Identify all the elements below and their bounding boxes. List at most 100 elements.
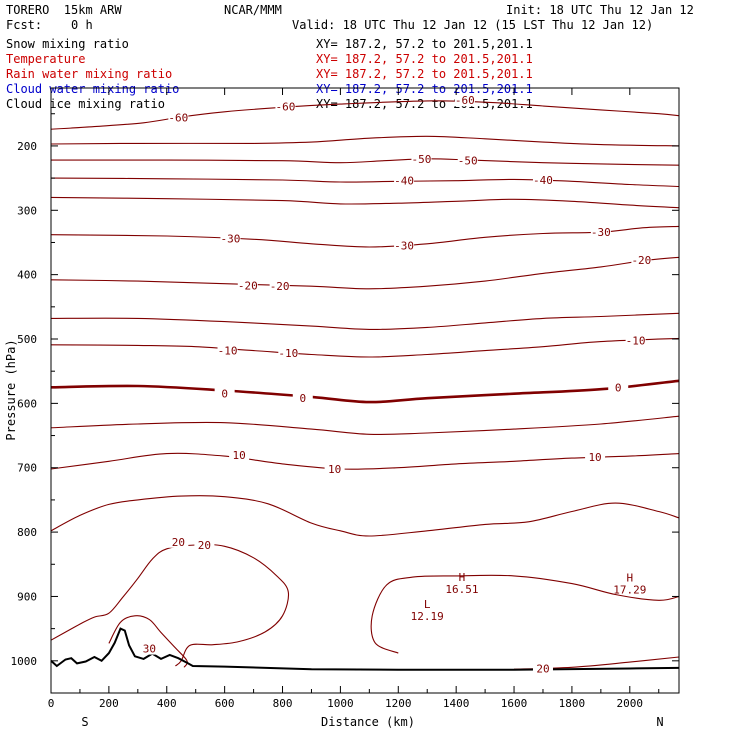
field-xy-snow: XY= 187.2, 57.2 to 201.5,201.1 (316, 37, 533, 51)
y-tick-label: 1000 (11, 655, 38, 668)
contour-label: -40 (394, 175, 414, 188)
extremum-value-label: 12.19 (411, 610, 444, 623)
contour-label-background (590, 226, 611, 239)
contour-label: -20 (238, 280, 258, 293)
contour-label-background (324, 463, 345, 476)
temperature-contour (108, 615, 188, 668)
contour-label: -10 (278, 347, 298, 360)
extremum-type-label: H (626, 572, 633, 585)
temperature-contour (50, 337, 680, 358)
extremum-type-label: L (424, 598, 431, 611)
contour-label: 20 (536, 663, 549, 676)
extremum-value-label: 16.51 (445, 583, 478, 596)
contour-label-background (292, 392, 313, 405)
temperature-contour (50, 415, 680, 436)
x-tick-label: 1800 (559, 697, 586, 710)
extremum-value-label: 17.29 (613, 584, 646, 597)
x-tick-label: 1000 (327, 697, 354, 710)
contour-label: 10 (328, 463, 341, 476)
contour-label: 10 (588, 451, 601, 464)
contour-label-background (217, 344, 238, 357)
field-name-cloud-water: Cloud water mixing ratio (6, 82, 180, 96)
contour-label-background (608, 381, 629, 394)
init-time: Init: 18 UTC Thu 12 Jan 12 (506, 3, 694, 17)
contour-label-background (278, 347, 299, 360)
field-name-temperature: Temperature (6, 52, 86, 66)
contour-label-background (457, 154, 478, 167)
contour-label: -60 (275, 101, 295, 114)
contour-label: -20 (631, 254, 651, 267)
plot-frame (50, 87, 680, 694)
temperature-contour (50, 495, 680, 537)
valid-time: Valid: 18 UTC Thu 12 Jan 12 (15 LST Thu … (292, 18, 654, 32)
field-xy-temperature: XY= 187.2, 57.2 to 201.5,201.1 (316, 52, 533, 66)
contour-label: 0 (299, 392, 306, 405)
contour-label-background (532, 174, 553, 187)
x-tick-label: 600 (215, 697, 235, 710)
x-tick-label: 800 (273, 697, 293, 710)
contour-layer (50, 100, 680, 670)
contour-label: -20 (270, 280, 290, 293)
temperature-contour (50, 452, 680, 470)
temperature-contour (50, 256, 680, 290)
x-tick-label: 400 (157, 697, 177, 710)
contour-label-background (532, 662, 553, 675)
contour-label-background (625, 334, 646, 347)
contour-label-background (139, 642, 160, 655)
contour-label: 20 (172, 536, 185, 549)
contour-label-background (229, 448, 250, 461)
extremum-type-label: H (459, 571, 466, 584)
contour-label: 20 (198, 539, 211, 552)
temperature-contour (50, 177, 680, 188)
contour-label: 30 (143, 643, 156, 656)
terrain-layer (50, 627, 680, 671)
contour-label: -30 (220, 233, 240, 246)
contour-label-background (220, 232, 241, 245)
x-tick-label: 1600 (501, 697, 528, 710)
x-axis-title: Distance (km) (321, 715, 415, 729)
temperature-contour (50, 225, 680, 248)
contour-label: -50 (411, 153, 431, 166)
field-xy-rain: XY= 187.2, 57.2 to 201.5,201.1 (316, 67, 533, 81)
y-axis-title: Pressure (hPa) (4, 339, 18, 440)
contour-label: -30 (591, 226, 611, 239)
contour-label-background (168, 111, 189, 124)
x-tick-label: 2000 (617, 697, 644, 710)
contour-label: -10 (626, 334, 646, 347)
x-tick-label: 1200 (385, 697, 412, 710)
y-tick-label: 600 (17, 397, 37, 410)
temperature-contour (50, 158, 680, 166)
contour-label: 10 (232, 449, 245, 462)
forecast-hour: Fcst: 0 h (6, 18, 93, 32)
contour-label-background (275, 100, 296, 113)
contour-label-background (411, 152, 432, 165)
contour-label-background (214, 387, 235, 400)
axes-layer: 0 200 400 600 800 1000 1200 1400 1600 1800 2000200… (11, 88, 679, 710)
contour-label-background (631, 253, 652, 266)
contour-label-background (269, 280, 290, 293)
y-tick-label: 900 (17, 590, 37, 603)
field-name-rain: Rain water mixing ratio (6, 67, 173, 81)
contour-label: -30 (394, 240, 414, 253)
temperature-contour (50, 544, 290, 667)
field-name-snow: Snow mixing ratio (6, 37, 129, 51)
temperature-contour (50, 135, 680, 147)
contour-label-background (454, 94, 475, 107)
temperature-contour (370, 574, 680, 654)
terrain-line (50, 627, 680, 671)
y-tick-label: 200 (17, 140, 37, 153)
contour-label-background (237, 279, 258, 292)
contour-label-layer: -60 -60 -60 -50 -50 -40 -40 -30 -30 -30 -20 -20 -20 -… (139, 94, 652, 676)
y-tick-label: 800 (17, 526, 37, 539)
contour-label-background (394, 174, 415, 187)
y-tick-label: 700 (17, 462, 37, 475)
y-tick-label: 300 (17, 204, 37, 217)
y-tick-label: 500 (17, 333, 37, 346)
contour-label-background (194, 538, 215, 551)
model-title: TORERO 15km ARW (6, 3, 122, 17)
x-tick-label: 0 (48, 697, 55, 710)
contour-label: -50 (458, 155, 478, 168)
north-label: N (656, 715, 663, 729)
contour-label-background (168, 535, 189, 548)
